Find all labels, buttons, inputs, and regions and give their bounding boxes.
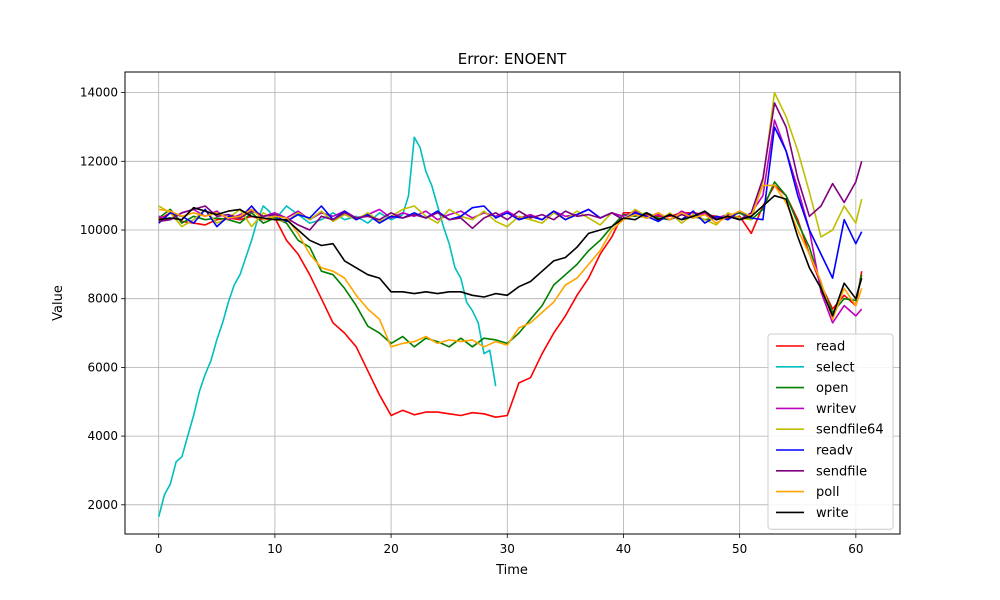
- x-axis-label: Time: [495, 563, 528, 578]
- legend-label-sendfile: sendfile: [816, 464, 867, 479]
- y-tick-label: 8000: [87, 292, 118, 306]
- series-line-open: [158, 181, 863, 348]
- y-tick-label: 2000: [87, 498, 118, 512]
- y-tick-label: 14000: [80, 86, 118, 100]
- x-tick-label: 30: [500, 542, 515, 556]
- x-tick-label: 40: [616, 542, 631, 556]
- x-tick-label: 10: [267, 542, 282, 556]
- plot-frame: [124, 71, 901, 535]
- series-line-read: [158, 184, 863, 419]
- x-tick-label: 50: [732, 542, 747, 556]
- legend-label-read: read: [816, 340, 845, 355]
- x-axis: 0 10 20 30 40 50 60: [155, 534, 863, 556]
- series-line-poll: [158, 184, 863, 348]
- series-line-select: [157, 136, 497, 518]
- series-line-write: [158, 194, 863, 317]
- x-tick-label: 0: [155, 542, 163, 556]
- x-tick-label: 20: [383, 542, 398, 556]
- y-axis-label: Value: [51, 285, 66, 321]
- legend-label-select: select: [816, 360, 855, 375]
- legend-label-open: open: [816, 381, 848, 396]
- series-line-sendfile: [158, 102, 863, 231]
- y-tick-label: 10000: [80, 223, 118, 237]
- legend-label-poll: poll: [816, 485, 839, 500]
- series-layer: [157, 91, 863, 518]
- y-axis: 2000 4000 6000 8000 10000 12000 14000: [80, 86, 125, 512]
- legend-label-write: write: [816, 506, 849, 521]
- legend-label-sendfile64: sendfile64: [816, 423, 884, 438]
- legend-label-readv: readv: [816, 444, 853, 459]
- legend-label-writev: writev: [816, 402, 857, 417]
- y-tick-label: 12000: [80, 154, 118, 168]
- y-tick-label: 4000: [87, 429, 118, 443]
- chart-title: Error: ENOENT: [458, 50, 567, 68]
- legend: read select open writev sendfile64 readv sendf…: [767, 333, 894, 530]
- legend-box: [767, 333, 894, 530]
- x-tick-label: 60: [848, 542, 863, 556]
- y-tick-label: 6000: [87, 360, 118, 374]
